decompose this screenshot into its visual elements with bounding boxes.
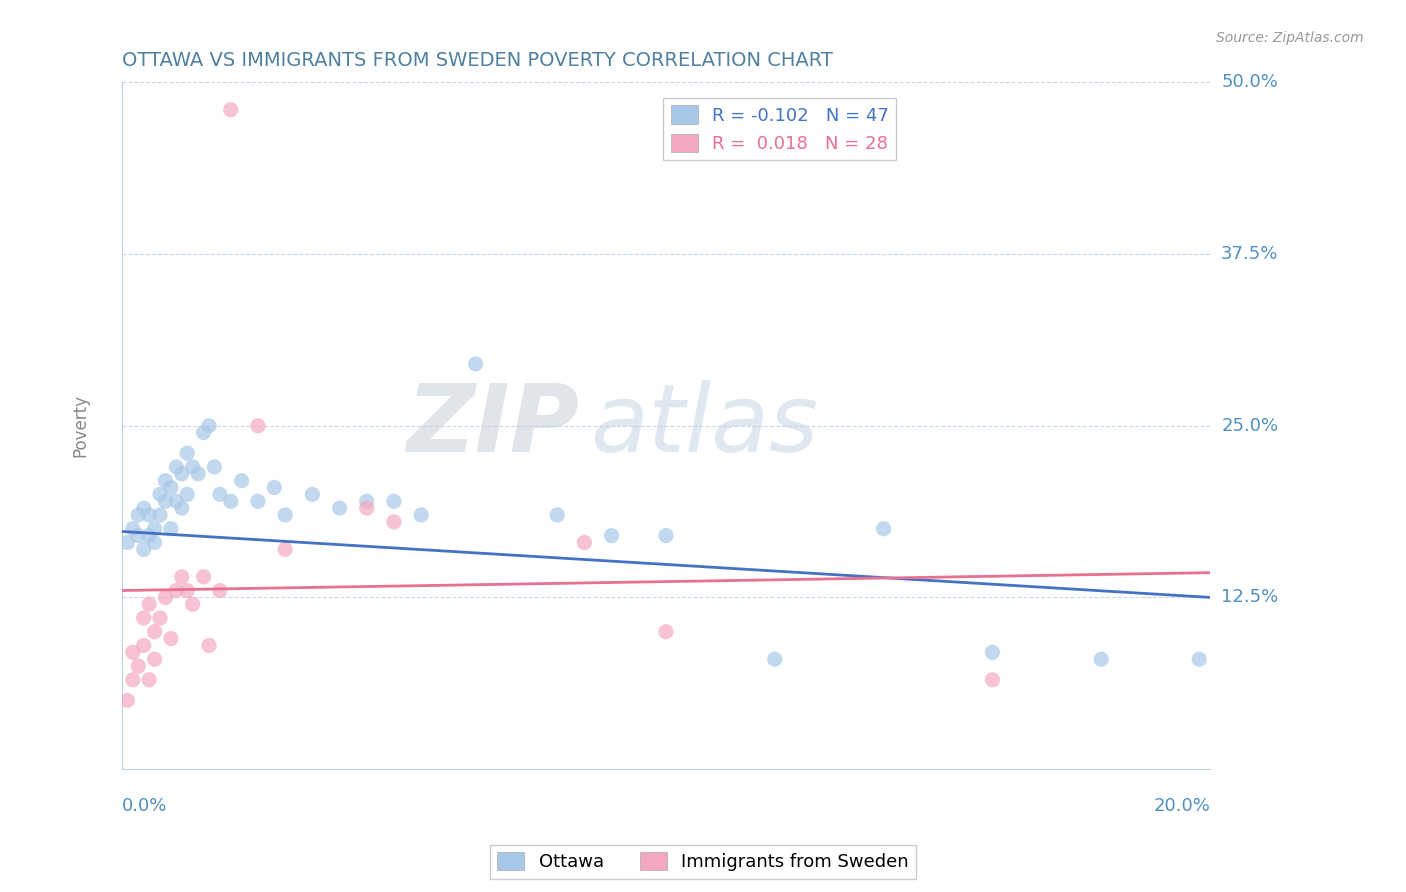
Point <box>574 535 596 549</box>
Point <box>149 611 172 625</box>
Point <box>121 673 143 687</box>
Point <box>155 591 177 605</box>
Point <box>187 467 209 481</box>
Point <box>208 487 231 501</box>
Point <box>198 418 221 433</box>
Point <box>143 522 166 536</box>
Point <box>143 535 166 549</box>
Point <box>176 487 198 501</box>
Point <box>198 639 221 653</box>
Point <box>231 474 253 488</box>
Point <box>763 652 786 666</box>
Point <box>121 645 143 659</box>
Point <box>872 522 894 536</box>
Point <box>127 659 149 673</box>
Legend: Ottawa, Immigrants from Sweden: Ottawa, Immigrants from Sweden <box>489 845 917 879</box>
Point <box>274 508 297 522</box>
Point <box>138 528 160 542</box>
Point <box>204 459 226 474</box>
Text: 25.0%: 25.0% <box>1222 417 1278 434</box>
Point <box>132 542 155 557</box>
Text: 50.0%: 50.0% <box>1222 73 1278 91</box>
Point <box>155 494 177 508</box>
Point <box>176 446 198 460</box>
Point <box>208 583 231 598</box>
Point <box>165 494 187 508</box>
Point <box>170 467 193 481</box>
Point <box>165 459 187 474</box>
Point <box>546 508 568 522</box>
Point <box>132 501 155 516</box>
Text: 37.5%: 37.5% <box>1222 245 1278 263</box>
Point <box>160 481 183 495</box>
Text: atlas: atlas <box>589 380 818 471</box>
Point <box>219 103 242 117</box>
Point <box>176 583 198 598</box>
Point <box>246 418 269 433</box>
Point <box>274 542 297 557</box>
Point <box>165 583 187 598</box>
Point <box>127 508 149 522</box>
Point <box>170 570 193 584</box>
Text: 12.5%: 12.5% <box>1222 589 1278 607</box>
Point <box>149 487 172 501</box>
Text: Source: ZipAtlas.com: Source: ZipAtlas.com <box>1216 31 1364 45</box>
Point <box>155 474 177 488</box>
Point <box>981 673 1004 687</box>
Point <box>301 487 323 501</box>
Text: OTTAWA VS IMMIGRANTS FROM SWEDEN POVERTY CORRELATION CHART: OTTAWA VS IMMIGRANTS FROM SWEDEN POVERTY… <box>122 51 832 70</box>
Point <box>160 522 183 536</box>
Point <box>1090 652 1112 666</box>
Point <box>411 508 433 522</box>
Point <box>138 673 160 687</box>
Point <box>117 693 139 707</box>
Point <box>600 528 623 542</box>
Point <box>329 501 352 516</box>
Point <box>132 611 155 625</box>
Point <box>1188 652 1211 666</box>
Legend: R = -0.102   N = 47, R =  0.018   N = 28: R = -0.102 N = 47, R = 0.018 N = 28 <box>664 98 897 161</box>
Point <box>246 494 269 508</box>
Point <box>117 535 139 549</box>
Y-axis label: Poverty: Poverty <box>72 394 90 458</box>
Point <box>356 501 378 516</box>
Point <box>181 597 204 611</box>
Point <box>382 515 405 529</box>
Point <box>160 632 183 646</box>
Point <box>138 597 160 611</box>
Point <box>382 494 405 508</box>
Point <box>193 425 215 440</box>
Point <box>356 494 378 508</box>
Point <box>127 528 149 542</box>
Point <box>464 357 486 371</box>
Text: 20.0%: 20.0% <box>1153 797 1211 814</box>
Point <box>219 494 242 508</box>
Point <box>143 624 166 639</box>
Point <box>170 501 193 516</box>
Point <box>138 508 160 522</box>
Text: ZIP: ZIP <box>406 380 579 472</box>
Point <box>655 528 678 542</box>
Point <box>143 652 166 666</box>
Point <box>121 522 143 536</box>
Point <box>193 570 215 584</box>
Point <box>132 639 155 653</box>
Point <box>981 645 1004 659</box>
Point <box>655 624 678 639</box>
Point <box>181 459 204 474</box>
Point <box>149 508 172 522</box>
Text: 0.0%: 0.0% <box>122 797 167 814</box>
Point <box>263 481 285 495</box>
